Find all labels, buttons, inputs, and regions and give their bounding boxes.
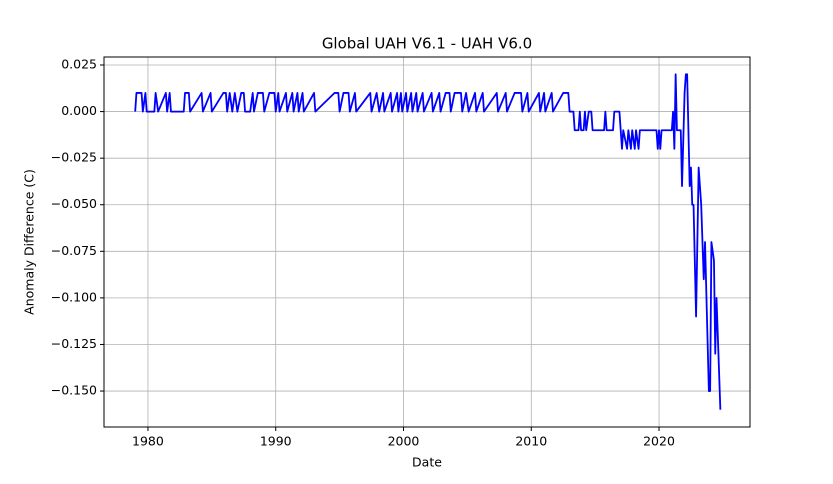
x-tick-label: 2020	[643, 434, 675, 449]
y-tick-label: −0.025	[51, 150, 97, 165]
y-tick-label: −0.125	[51, 336, 97, 351]
y-tick-label: 0.025	[61, 57, 97, 72]
x-tick-label: 2010	[515, 434, 547, 449]
chart-title: Global UAH V6.1 - UAH V6.0	[322, 35, 532, 53]
x-tick-label: 1980	[132, 434, 164, 449]
y-tick-label: 0.000	[61, 103, 97, 118]
x-tick-label: 2000	[388, 434, 420, 449]
y-tick-label: −0.150	[51, 383, 97, 398]
x-tick-label: 1990	[260, 434, 292, 449]
y-tick-label: −0.075	[51, 243, 97, 258]
y-tick-label: −0.050	[51, 196, 97, 211]
x-axis-label: Date	[412, 455, 442, 470]
y-tick-label: −0.100	[51, 289, 97, 304]
y-axis-label: Anomaly Difference (C)	[22, 169, 37, 315]
plot-frame	[103, 56, 751, 428]
data-line	[134, 73, 722, 410]
